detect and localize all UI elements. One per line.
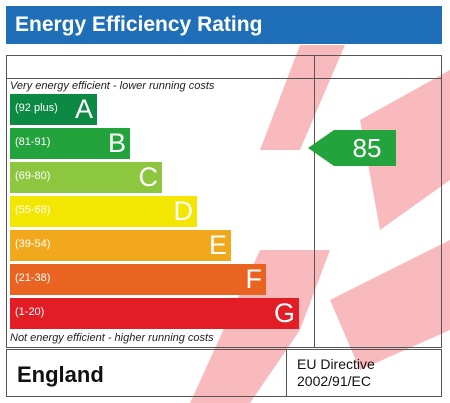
band-range-label: (21-38) bbox=[15, 272, 51, 284]
band-range-label: (92 plus) bbox=[15, 102, 58, 114]
band-letter: A bbox=[74, 94, 93, 124]
caption-bottom: Not energy efficient - higher running co… bbox=[10, 332, 214, 344]
band-e: (39-54) E bbox=[10, 230, 231, 261]
directive-label: EU Directive 2002/91/EC bbox=[297, 356, 375, 390]
caption-top: Very energy efficient - lower running co… bbox=[10, 80, 215, 92]
band-c: (69-80) C bbox=[10, 162, 162, 193]
rating-chart-frame: Very energy efficient - lower running co… bbox=[6, 55, 442, 348]
band-range-label: (69-80) bbox=[15, 170, 51, 182]
directive-line1: EU Directive bbox=[297, 356, 375, 372]
band-f: (21-38) F bbox=[10, 264, 266, 295]
footer: England EU Directive 2002/91/EC bbox=[6, 349, 442, 397]
band-range-label: (39-54) bbox=[15, 238, 51, 250]
directive-line2: 2002/91/EC bbox=[297, 373, 371, 389]
frame-top-rule bbox=[7, 78, 441, 79]
band-a: (92 plus) A bbox=[10, 94, 97, 125]
page-title: Energy Efficiency Rating bbox=[6, 6, 442, 44]
band-letter: E bbox=[208, 230, 227, 260]
column-divider bbox=[314, 56, 315, 347]
band-letter: D bbox=[173, 196, 194, 226]
band-range-label: (55-68) bbox=[15, 204, 51, 216]
band-letter: C bbox=[138, 162, 159, 192]
band-range-label: (81-91) bbox=[15, 136, 51, 148]
band-range-label: (1-20) bbox=[15, 306, 45, 318]
band-b: (81-91) B bbox=[10, 128, 130, 159]
current-rating-value: 85 bbox=[352, 133, 382, 163]
band-g: (1-20) G bbox=[10, 298, 299, 329]
band-letter: G bbox=[273, 298, 295, 328]
country-label: England bbox=[17, 362, 104, 387]
band-letter: B bbox=[107, 128, 126, 158]
band-d: (55-68) D bbox=[10, 196, 197, 227]
footer-divider bbox=[286, 350, 287, 396]
band-letter: F bbox=[245, 264, 263, 294]
